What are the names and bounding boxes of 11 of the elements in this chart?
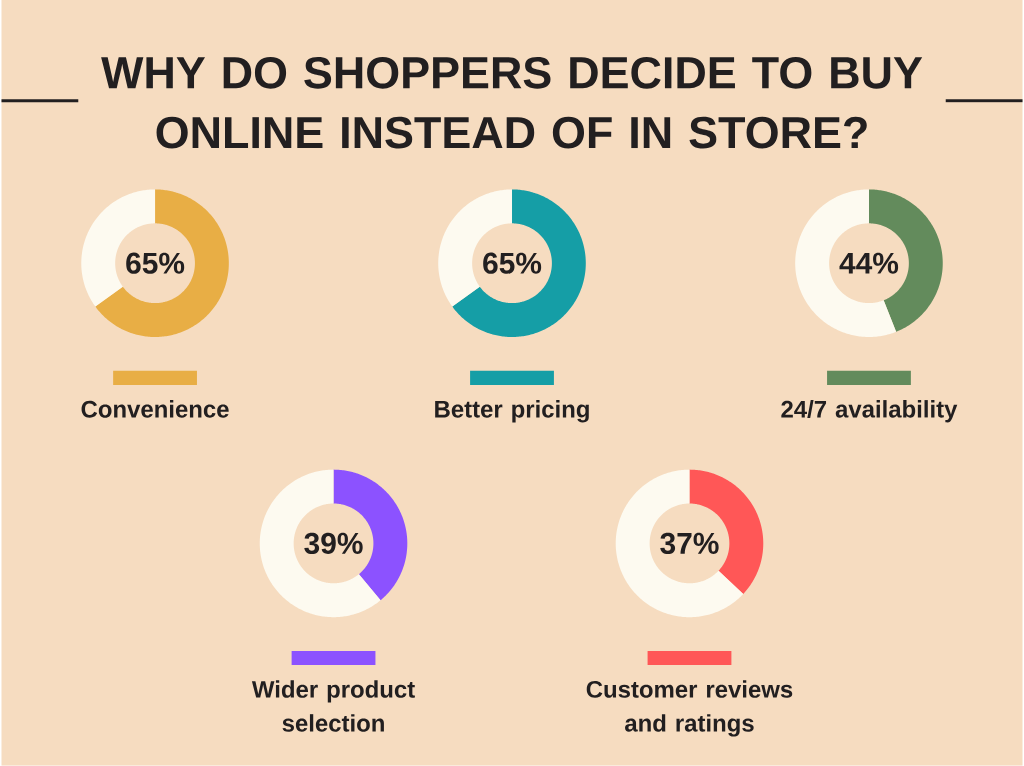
legend-label: Wider product selection (251, 680, 415, 732)
text: 39% (304, 532, 363, 555)
legend-label: 24/7 availability (781, 400, 958, 423)
text: 37% (660, 532, 719, 555)
legend-label: Customer reviews and ratings (586, 680, 793, 737)
legend-label: Convenience (81, 400, 229, 418)
legend-label: Better pricing (435, 400, 589, 423)
text: 65% (483, 252, 542, 274)
text: WHY DO SHOPPERS DECIDE TO BUY ONLINE INSTEAD OF IN STORE? (101, 57, 923, 149)
text: 44% (839, 252, 899, 274)
text: 65% (126, 252, 185, 274)
